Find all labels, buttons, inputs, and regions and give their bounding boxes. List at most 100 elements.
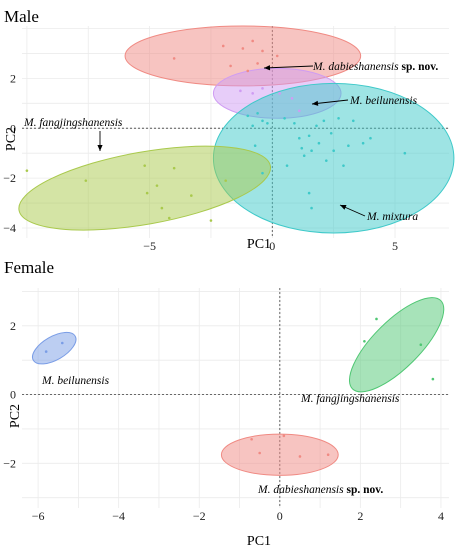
data-point (290, 97, 294, 100)
arrowhead (312, 100, 319, 106)
x-tick-label: −2 (193, 509, 206, 523)
data-point (283, 116, 286, 120)
data-point (145, 191, 149, 195)
data-point (167, 216, 171, 220)
x-tick-label: 0 (269, 239, 275, 253)
data-point (351, 119, 355, 123)
data-point (155, 184, 159, 187)
series-label: M. fangjingshanensis (300, 393, 400, 405)
arrowhead (340, 205, 347, 210)
series-name: M. mixtura (366, 211, 418, 223)
series-label: M. beilunensis (41, 375, 110, 387)
data-point (258, 451, 261, 455)
data-point (419, 343, 423, 347)
series-name-suffix: sp. nov. (399, 61, 439, 73)
confidence-ellipse (18, 145, 272, 231)
data-point (369, 136, 372, 140)
arrowhead (97, 145, 103, 151)
data-point (239, 89, 242, 93)
x-tick-label: 2 (357, 509, 363, 523)
data-point (363, 339, 366, 343)
data-point (143, 164, 147, 167)
data-point (221, 44, 225, 48)
data-point (361, 141, 365, 145)
data-point (302, 154, 306, 157)
data-point (172, 166, 176, 170)
x-tick-label: −5 (143, 239, 156, 253)
y-axis-label: PC2 (8, 404, 23, 428)
x-tick-label: −6 (32, 509, 45, 523)
data-point (332, 149, 335, 153)
data-point (25, 169, 29, 172)
data-point (307, 134, 311, 138)
confidence-ellipse (220, 433, 339, 476)
y-tick-label: 0 (10, 121, 16, 135)
data-point (307, 191, 311, 195)
data-point (251, 92, 254, 95)
y-tick-label: 2 (10, 319, 16, 333)
data-point (190, 194, 193, 197)
series-label: M. beilunensis (349, 95, 418, 107)
data-point (251, 39, 254, 43)
data-point (84, 179, 88, 182)
x-axis-label: PC1 (247, 237, 271, 252)
data-point (256, 111, 259, 115)
series-label: M. mixtura (366, 211, 418, 223)
x-tick-label: 5 (392, 239, 398, 253)
series-name: M. fangjingshanensis (23, 117, 123, 129)
data-point (278, 92, 281, 95)
data-point (261, 87, 264, 90)
series-name: M. dabieshanensis (312, 61, 399, 73)
series-name: M. dabieshanensis (257, 484, 344, 496)
data-point (322, 119, 326, 123)
data-point (298, 136, 301, 140)
data-point (300, 146, 304, 150)
x-axis-label: PC1 (247, 534, 271, 549)
y-axis-label: PC2 (4, 127, 19, 151)
data-point (60, 341, 64, 345)
y-tick-label: −2 (3, 456, 16, 470)
confidence-ellipse (348, 297, 445, 393)
y-tick-label: 2 (10, 71, 16, 85)
data-point (375, 317, 378, 321)
series-label: M. dabieshanensis sp. nov. (312, 61, 438, 73)
data-point (329, 131, 333, 135)
data-point (172, 57, 176, 60)
panel-title: Male (4, 7, 39, 26)
data-point (160, 206, 164, 210)
annotation-arrow (311, 99, 349, 105)
series-name: M. beilunensis (41, 375, 110, 387)
y-tick-label: 0 (10, 388, 16, 402)
panel-title: Female (4, 258, 54, 277)
x-tick-label: −4 (112, 509, 125, 523)
data-point (310, 206, 313, 210)
data-point (337, 116, 340, 120)
data-point (326, 453, 330, 457)
data-point (253, 144, 257, 148)
data-point (224, 179, 227, 182)
series-name-suffix: sp. nov. (344, 484, 384, 496)
data-point (282, 434, 286, 438)
series-name: M. beilunensis (349, 95, 418, 107)
chart-panel-1: Male −5 0 5 −4 −2 0 2 PC1 PC2 M. dabieshanensis sp… (3, 7, 455, 253)
data-point (431, 377, 435, 381)
series-label: M. dabieshanensis sp. nov. (257, 484, 383, 496)
arrowhead (264, 65, 271, 71)
data-point (347, 144, 350, 148)
series-label: M. fangjingshanensis (23, 117, 123, 129)
y-tick-label: −2 (3, 171, 16, 185)
annotation-arrow (263, 65, 314, 69)
data-point (246, 69, 250, 73)
data-point (275, 54, 279, 58)
confidence-ellipse (31, 331, 77, 365)
data-point (317, 141, 321, 145)
data-point (261, 119, 264, 123)
data-point (209, 219, 213, 222)
data-point (261, 171, 264, 175)
x-tick-label: 0 (277, 509, 283, 523)
data-point (246, 114, 250, 118)
data-point (310, 149, 313, 153)
data-point (250, 437, 253, 441)
data-point (298, 109, 301, 113)
